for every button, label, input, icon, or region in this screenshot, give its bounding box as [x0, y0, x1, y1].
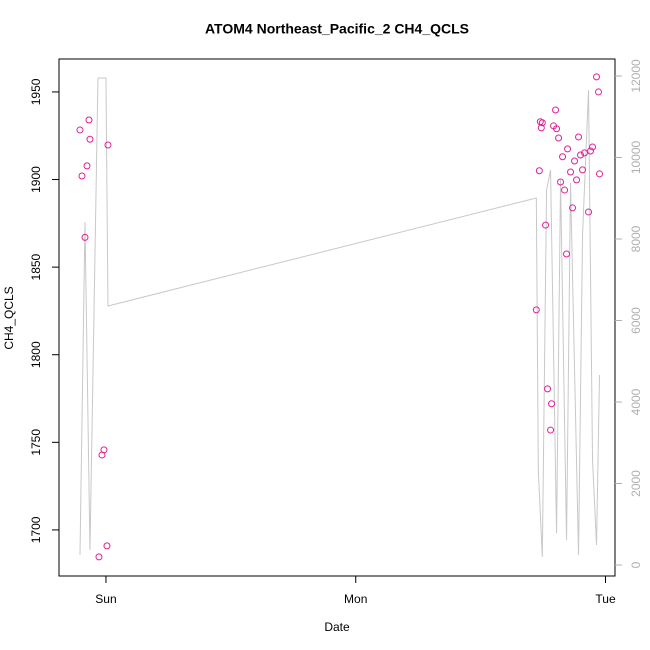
scatter-point [596, 170, 604, 178]
scatter-point [553, 125, 561, 133]
scatter-point [552, 106, 560, 114]
scatter-point [589, 143, 597, 151]
scatter-point [81, 233, 89, 241]
y-tick-label: 1700 [29, 516, 43, 543]
scatter-point [95, 553, 103, 561]
y-tick-label: 1750 [29, 429, 43, 456]
scatter-point [585, 208, 593, 216]
scatter-point [103, 542, 111, 550]
scatter-point [547, 426, 555, 434]
scatter-point [557, 178, 565, 186]
x-tick-label: Mon [344, 592, 367, 606]
scatter-point [538, 119, 546, 127]
plot-frame [58, 58, 616, 577]
scatter-point [587, 147, 595, 155]
scatter-point [83, 162, 91, 170]
scatter-point [555, 134, 563, 142]
scatter-point [577, 151, 585, 159]
chart-title: ATOM4 Northeast_Pacific_2 CH4_QCLS [205, 21, 469, 37]
scatter-point [548, 400, 556, 408]
scatter-point [593, 73, 601, 81]
scatter-point [78, 172, 86, 180]
y2-tick-label: 4000 [629, 388, 643, 415]
y-tick-label: 1850 [29, 253, 43, 280]
scatter-point [532, 306, 540, 314]
y2-tick-label: 6000 [629, 307, 643, 334]
x-axis-label: Date [324, 620, 350, 634]
line-series [79, 77, 601, 558]
scatter-point [535, 167, 543, 175]
scatter-point [559, 153, 567, 161]
scatter-point [86, 135, 94, 143]
scatter-point [85, 116, 93, 124]
y2-tick-label: 2000 [629, 470, 643, 497]
y2-tick-label: 8000 [629, 225, 643, 252]
x-tick-label: Tue [595, 592, 616, 606]
scatter-point [564, 145, 572, 153]
scatter-point [561, 186, 569, 194]
scatter-point [76, 126, 84, 134]
scatter-point [542, 221, 550, 229]
y2-tick-label: 10000 [629, 140, 643, 174]
scatter-point [563, 250, 571, 258]
scatter-point [100, 446, 108, 454]
scatter-point [569, 204, 577, 212]
scatter-point [567, 168, 575, 176]
scatter-point [579, 166, 587, 174]
scatter-point [571, 157, 579, 165]
scatter-point [573, 176, 581, 184]
y-axis-label: CH4_QCLS [2, 286, 16, 349]
y2-tick-label: 0 [629, 561, 643, 568]
scatter-point [581, 149, 589, 157]
x-tick-label: Sun [95, 592, 116, 606]
y-tick-label: 1800 [29, 341, 43, 368]
y-tick-label: 1950 [29, 78, 43, 105]
y-tick-label: 1900 [29, 166, 43, 193]
scatter-point [104, 141, 112, 149]
y2-tick-label: 12000 [629, 59, 643, 93]
scatter-point [544, 385, 552, 393]
scatter-point [575, 133, 583, 141]
scatter-point [537, 124, 545, 132]
scatter-point [595, 88, 603, 96]
